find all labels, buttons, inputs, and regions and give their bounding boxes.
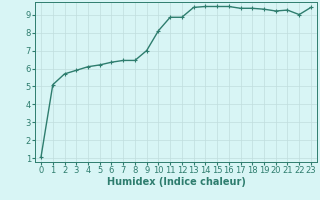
X-axis label: Humidex (Indice chaleur): Humidex (Indice chaleur) <box>107 177 245 187</box>
